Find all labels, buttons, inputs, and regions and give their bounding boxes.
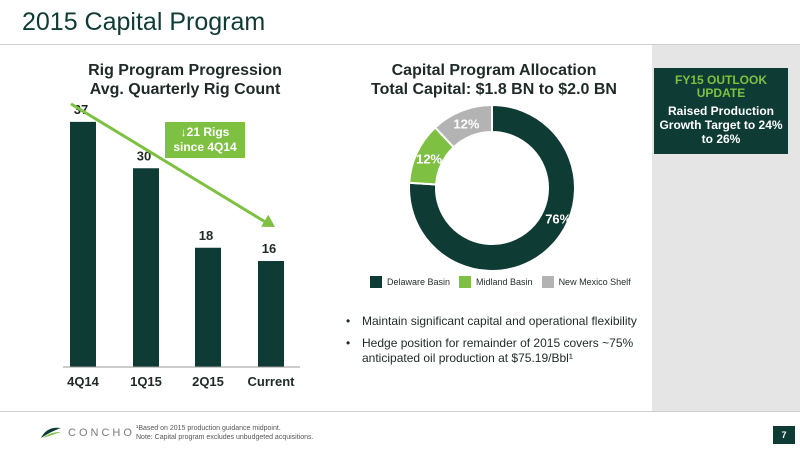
bullet-item: • Maintain significant capital and opera… [340,314,640,329]
footnote-line: ¹Based on 2015 production guidance midpo… [136,425,281,432]
slice-value-label: 76% [545,212,571,227]
logo-text: CONCHO [68,427,135,439]
donut-slice [408,103,576,272]
title-divider [0,44,800,45]
bullet-item: • Hedge position for remainder of 2015 c… [340,336,640,366]
bullet-dot-icon: • [346,314,351,328]
slide-title: 2015 Capital Program [22,8,266,36]
legend-label-new-mexico: New Mexico Shelf [558,277,631,287]
slice-value-label: 12% [453,116,479,131]
category-label: 2Q15 [192,374,224,389]
bar-value-label: 16 [262,241,276,256]
legend-swatch-delaware [370,276,382,288]
footer-divider [0,411,800,412]
bar-chart: 374Q14301Q15182Q1516Current [63,102,300,389]
bar [133,168,159,367]
legend-item-new-mexico: New Mexico Shelf [541,276,631,288]
legend-label-delaware: Delaware Basin [387,277,451,287]
outlook-body: Raised Production Growth Target to 24% t… [659,104,783,146]
bullet-text: Maintain significant capital and operati… [362,314,637,328]
bar [195,247,221,367]
page-number: 7 [773,426,795,444]
donut-chart: 76% 12% 12% [408,103,576,272]
category-label: 1Q15 [130,374,162,389]
bar-chart-title: Rig Program Progression [88,62,282,79]
bar-chart-title-block: Rig Program Progression Avg. Quarterly R… [60,61,310,99]
donut-chart-subtitle: Total Capital: $1.8 BN to $2.0 BN [371,81,617,98]
company-logo: CONCHO [40,426,135,440]
trend-arrowhead-icon [261,214,275,227]
rig-reduction-callout: ↓21 Rigs since 4Q14 [165,122,245,158]
trend-arrow-line [70,102,268,225]
legend-label-midland: Midland Basin [476,277,533,287]
outlook-box: FY15 OUTLOOK UPDATE Raised Production Gr… [654,68,788,154]
outlook-heading: FY15 OUTLOOK UPDATE [674,73,767,100]
footnote: ¹Based on 2015 production guidance midpo… [136,424,313,442]
bar-value-label: 18 [199,228,213,243]
legend-item-delaware: Delaware Basin [370,276,450,288]
bar [70,121,96,367]
category-label: 4Q14 [67,374,100,389]
donut-chart-title: Capital Program Allocation [391,62,597,79]
bullet-list: • Maintain significant capital and opera… [340,314,640,373]
donut-legend: Delaware Basin Midland Basin New Mexico … [370,276,640,288]
legend-item-midland: Midland Basin [459,276,533,288]
bar [258,261,284,367]
donut-chart-title-block: Capital Program Allocation Total Capital… [360,61,628,99]
donut-slice [433,103,493,149]
legend-swatch-new-mexico [541,276,554,288]
slice-value-label: 12% [416,151,442,166]
category-label: Current [248,374,296,389]
bullet-dot-icon: • [346,336,351,350]
footnote-line: Note: Capital program excludes unbudgete… [136,434,314,441]
bullet-text: Hedge position for remainder of 2015 cov… [362,336,634,365]
leaf-logo-icon [41,427,61,438]
legend-swatch-midland [459,276,472,288]
bar-chart-subtitle: Avg. Quarterly Rig Count [89,81,281,98]
